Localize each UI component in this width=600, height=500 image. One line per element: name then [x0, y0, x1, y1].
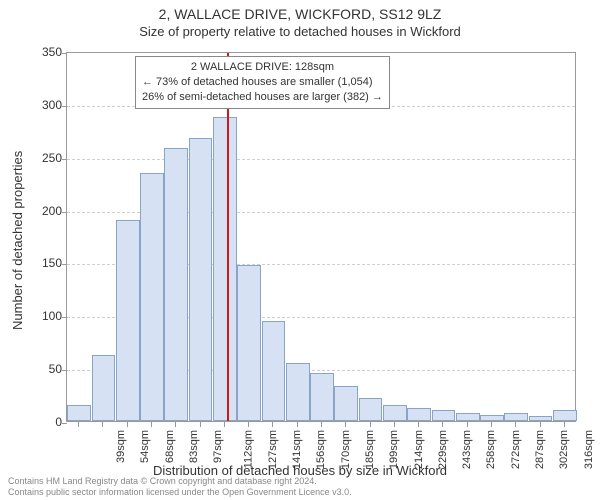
- plot-area: 2 WALLACE DRIVE: 128sqm ← 73% of detache…: [66, 52, 576, 422]
- histogram-bar: [213, 117, 237, 421]
- histogram-bar: [334, 386, 358, 421]
- xtick-label: 214sqm: [413, 430, 425, 469]
- histogram-bar: [480, 415, 504, 421]
- xtick-mark: [345, 422, 346, 427]
- xtick-mark: [467, 422, 468, 427]
- xtick-label: 68sqm: [164, 430, 176, 463]
- xtick-label: 185sqm: [364, 430, 376, 469]
- ytick-label: 250: [22, 151, 62, 165]
- xtick-mark: [102, 422, 103, 427]
- xtick-mark: [127, 422, 128, 427]
- xtick-label: 112sqm: [242, 430, 254, 468]
- xtick-mark: [78, 422, 79, 427]
- xtick-mark: [515, 422, 516, 427]
- ytick-label: 150: [22, 256, 62, 270]
- histogram-bar: [286, 363, 310, 421]
- xtick-label: 83sqm: [188, 430, 200, 463]
- xtick-label: 287sqm: [534, 430, 546, 469]
- xtick-label: 316sqm: [583, 430, 595, 469]
- histogram-bar: [237, 265, 261, 421]
- ytick-mark: [62, 53, 67, 54]
- xtick-mark: [297, 422, 298, 427]
- xtick-label: 170sqm: [340, 430, 352, 469]
- xtick-label: 141sqm: [291, 430, 303, 469]
- xtick-mark: [370, 422, 371, 427]
- xtick-label: 272sqm: [510, 430, 522, 469]
- xtick-mark: [151, 422, 152, 427]
- xtick-mark: [200, 422, 201, 427]
- xtick-mark: [564, 422, 565, 427]
- footer-line-2: Contains public sector information licen…: [8, 487, 352, 498]
- xtick-mark: [272, 422, 273, 427]
- histogram-bar: [359, 398, 383, 421]
- histogram-bar: [189, 138, 213, 421]
- chart-container: 2, WALLACE DRIVE, WICKFORD, SS12 9LZ Siz…: [0, 0, 600, 500]
- histogram-bar: [140, 173, 164, 421]
- xtick-mark: [491, 422, 492, 427]
- xtick-label: 54sqm: [139, 430, 151, 463]
- histogram-bar: [116, 220, 140, 421]
- xtick-label: 243sqm: [461, 430, 473, 469]
- ytick-label: 100: [22, 309, 62, 323]
- xtick-label: 156sqm: [316, 430, 328, 469]
- y-axis-label: Number of detached properties: [10, 151, 25, 330]
- xtick-label: 97sqm: [212, 430, 224, 463]
- ytick-mark: [62, 264, 67, 265]
- annotation-line-2: ← 73% of detached houses are smaller (1,…: [142, 75, 383, 90]
- ytick-label: 200: [22, 204, 62, 218]
- ytick-label: 50: [22, 362, 62, 376]
- histogram-bar: [164, 148, 188, 421]
- xtick-mark: [321, 422, 322, 427]
- histogram-bar: [262, 321, 286, 421]
- chart-title: 2, WALLACE DRIVE, WICKFORD, SS12 9LZ: [0, 6, 600, 22]
- xtick-mark: [248, 422, 249, 427]
- ytick-mark: [62, 212, 67, 213]
- xtick-label: 199sqm: [388, 430, 400, 469]
- xtick-label: 302sqm: [558, 430, 570, 469]
- footer-line-1: Contains HM Land Registry data © Crown c…: [8, 476, 352, 487]
- xtick-label: 127sqm: [267, 430, 279, 469]
- xtick-mark: [224, 422, 225, 427]
- histogram-bar: [504, 413, 528, 421]
- xtick-mark: [442, 422, 443, 427]
- xtick-label: 258sqm: [486, 430, 498, 469]
- ytick-mark: [62, 106, 67, 107]
- footer-attribution: Contains HM Land Registry data © Crown c…: [8, 476, 352, 498]
- xtick-label: 229sqm: [437, 430, 449, 469]
- annotation-line-3: 26% of semi-detached houses are larger (…: [142, 90, 383, 105]
- histogram-bar: [407, 408, 431, 421]
- annotation-line-1: 2 WALLACE DRIVE: 128sqm: [142, 60, 383, 75]
- ytick-mark: [62, 159, 67, 160]
- xtick-mark: [540, 422, 541, 427]
- xtick-mark: [418, 422, 419, 427]
- xtick-label: 39sqm: [115, 430, 127, 463]
- xtick-mark: [175, 422, 176, 427]
- histogram-bar: [310, 373, 334, 421]
- ytick-label: 350: [22, 45, 62, 59]
- histogram-bar: [456, 413, 480, 421]
- ytick-mark: [62, 370, 67, 371]
- xtick-mark: [394, 422, 395, 427]
- ytick-label: 0: [22, 415, 62, 429]
- chart-subtitle: Size of property relative to detached ho…: [0, 24, 600, 39]
- histogram-bar: [383, 405, 407, 421]
- histogram-bar: [529, 416, 553, 421]
- gridline: [67, 159, 575, 160]
- histogram-bar: [432, 410, 456, 421]
- histogram-bar: [67, 405, 91, 421]
- annotation-box: 2 WALLACE DRIVE: 128sqm ← 73% of detache…: [135, 56, 390, 109]
- ytick-mark: [62, 423, 67, 424]
- histogram-bar: [553, 410, 577, 421]
- histogram-bar: [92, 355, 116, 421]
- ytick-mark: [62, 317, 67, 318]
- ytick-label: 300: [22, 98, 62, 112]
